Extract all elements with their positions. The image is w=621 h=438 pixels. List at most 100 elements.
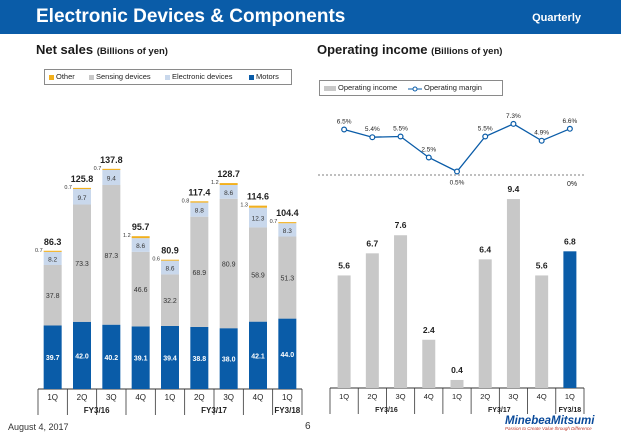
operating-income-label: 9.4 bbox=[508, 184, 520, 194]
operating-income-label: 5.6 bbox=[536, 260, 548, 270]
category-label: 4Q bbox=[537, 392, 547, 401]
net-sales-unit: (Billions of yen) bbox=[96, 46, 168, 57]
category-label: 3Q bbox=[223, 393, 234, 402]
legend-other: Other bbox=[49, 72, 75, 81]
label-motors: 44.0 bbox=[281, 352, 295, 359]
group-label: FY3/17 bbox=[488, 407, 511, 414]
bar-operating-income bbox=[394, 235, 408, 388]
group-label: FY3/17 bbox=[201, 406, 227, 415]
bar-operating-income bbox=[478, 259, 492, 388]
operating-margin-point bbox=[510, 120, 517, 127]
bar-sensing-devices bbox=[219, 198, 238, 329]
category-label: 1Q bbox=[165, 393, 176, 402]
net-sales-title: Net sales (Billions of yen) bbox=[36, 42, 168, 57]
label-motors: 38.0 bbox=[222, 357, 236, 364]
category-label: 2Q bbox=[480, 392, 490, 401]
bar-motors bbox=[249, 321, 267, 389]
category-label: 1Q bbox=[452, 392, 462, 401]
bar-sensing-devices bbox=[73, 204, 91, 322]
label-motors: 39.7 bbox=[46, 355, 60, 362]
label-electronic: 9.7 bbox=[77, 195, 86, 202]
label-motors: 42.0 bbox=[75, 353, 89, 360]
label-sensing: 51.3 bbox=[281, 276, 295, 283]
bar-electronic-devices bbox=[131, 238, 150, 252]
label-other: 1.2 bbox=[123, 233, 131, 239]
label-motors: 38.8 bbox=[193, 356, 207, 363]
bar-motors bbox=[161, 325, 179, 389]
total-label: 125.8 bbox=[71, 174, 94, 184]
total-label: 86.3 bbox=[44, 237, 62, 247]
total-label: 128.7 bbox=[217, 169, 240, 179]
label-electronic: 8.6 bbox=[136, 243, 145, 250]
operating-margin-point bbox=[454, 168, 461, 175]
total-label: 137.8 bbox=[100, 155, 123, 165]
legend-operating-margin-label: Operating margin bbox=[424, 83, 482, 92]
operating-margin-point bbox=[369, 134, 376, 141]
operating-income-label: 2.4 bbox=[423, 325, 435, 335]
legend-sensing: Sensing devices bbox=[89, 72, 151, 81]
legend-motors: Motors bbox=[249, 72, 279, 81]
company-logo: MinebeaMitsumi Passion to Create Value t… bbox=[505, 415, 594, 431]
operating-income-label: 7.6 bbox=[395, 220, 407, 230]
operating-income-unit: (Billions of yen) bbox=[431, 46, 503, 57]
label-electronic: 9.4 bbox=[107, 175, 116, 182]
operating-margin-point bbox=[482, 133, 489, 140]
total-label: 95.7 bbox=[132, 222, 150, 232]
operating-income-label: 6.8 bbox=[564, 236, 576, 246]
page-number: 6 bbox=[305, 421, 311, 432]
period-label: Quarterly bbox=[532, 12, 581, 24]
total-label: 80.9 bbox=[161, 246, 179, 256]
bar-operating-income bbox=[563, 251, 577, 388]
bar-operating-income bbox=[450, 379, 464, 388]
category-label: 1Q bbox=[282, 393, 293, 402]
label-sensing: 37.8 bbox=[46, 293, 60, 300]
operating-income-legend: Operating income Operating margin bbox=[319, 80, 503, 96]
legend-electronic-label: Electronic devices bbox=[172, 72, 233, 81]
bar-other bbox=[131, 236, 150, 239]
bar-electronic-devices bbox=[249, 207, 267, 228]
bar-sensing-devices bbox=[190, 216, 209, 327]
label-sensing: 73.3 bbox=[75, 261, 89, 268]
category-label: 3Q bbox=[396, 392, 406, 401]
label-motors: 42.1 bbox=[251, 353, 265, 360]
bar-other bbox=[161, 259, 179, 261]
category-label: 3Q bbox=[106, 393, 117, 402]
bar-motors bbox=[190, 326, 209, 389]
label-motors: 39.1 bbox=[134, 356, 148, 363]
logo-text: MinebeaMitsumi bbox=[505, 415, 595, 427]
label-electronic: 8.8 bbox=[195, 208, 204, 215]
category-label: 2Q bbox=[77, 393, 88, 402]
label-electronic: 8.2 bbox=[48, 256, 57, 263]
label-sensing: 46.6 bbox=[134, 287, 148, 294]
operating-margin-label: 7.3% bbox=[506, 113, 521, 120]
zero-percent-label: 0% bbox=[567, 181, 577, 188]
operating-margin-point bbox=[341, 126, 348, 133]
legend-operating-margin: Operating margin bbox=[408, 83, 482, 92]
operating-margin-point bbox=[566, 125, 573, 132]
bar-operating-income bbox=[422, 339, 436, 388]
operating-income-title-text: Operating income bbox=[317, 42, 428, 57]
bar-other bbox=[102, 168, 121, 170]
legend-other-swatch bbox=[49, 74, 54, 80]
group-label: FY3/18 bbox=[274, 406, 300, 415]
logo-tagline: Passion to Create Value through Differen… bbox=[505, 426, 592, 431]
legend-sensing-label: Sensing devices bbox=[96, 72, 151, 81]
page-title: Electronic Devices & Components bbox=[36, 6, 346, 27]
label-motors: 39.4 bbox=[163, 355, 177, 362]
bar-electronic-devices bbox=[161, 260, 179, 275]
bar-electronic-devices bbox=[219, 185, 238, 199]
operating-margin-label: 6.5% bbox=[337, 119, 352, 126]
bar-sensing-devices bbox=[131, 251, 150, 327]
operating-margin-label: 5.5% bbox=[478, 126, 493, 133]
legend-margin-line-icon bbox=[408, 86, 422, 92]
label-sensing: 87.3 bbox=[105, 253, 119, 260]
operating-income-label: 6.7 bbox=[366, 238, 378, 248]
footer-date: August 4, 2017 bbox=[8, 422, 69, 432]
operating-margin-point bbox=[425, 154, 432, 161]
label-sensing: 68.9 bbox=[193, 270, 207, 277]
bar-sensing-devices bbox=[161, 274, 179, 326]
operating-margin-point bbox=[397, 133, 404, 140]
category-label: 1Q bbox=[565, 392, 575, 401]
label-motors: 40.2 bbox=[105, 355, 119, 362]
